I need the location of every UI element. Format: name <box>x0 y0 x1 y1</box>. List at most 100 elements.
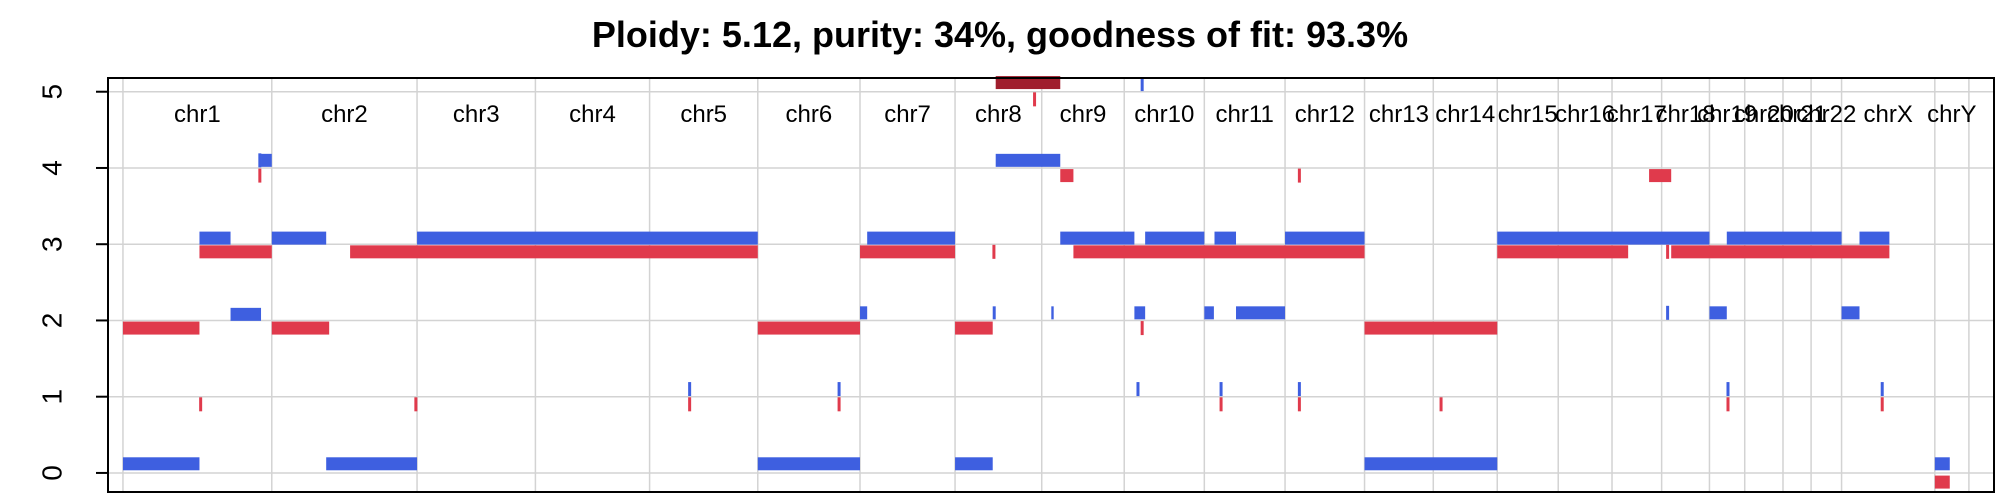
chromosome-label-chr11: chr11 <box>1216 101 1274 128</box>
chromosome-label-chr1: chr1 <box>174 101 221 128</box>
minor-spike-24 <box>1880 397 1884 412</box>
minor-spike-17 <box>1297 397 1301 412</box>
chromosome-label-chr4: chr4 <box>569 101 616 128</box>
minor-spike-7 <box>837 397 841 412</box>
major-segment-8 <box>860 306 868 320</box>
major-segment-7 <box>757 457 861 471</box>
major-segment-14 <box>1060 231 1135 245</box>
chromosome-label-chr3: chr3 <box>453 101 500 128</box>
major-segment-0 <box>122 457 200 471</box>
major-segment-10 <box>955 457 993 471</box>
major-segment-13 <box>1051 306 1054 320</box>
minor-segment-11 <box>1649 169 1672 183</box>
segments <box>122 76 1950 489</box>
minor-spike-3 <box>414 397 418 412</box>
minor-segment-8 <box>1073 245 1365 259</box>
chromosome-label-chr12: chr12 <box>1295 101 1355 128</box>
chromosome-label-chrY: chrY <box>1927 101 1976 128</box>
major-spike-21 <box>1726 382 1730 397</box>
major-segment-1 <box>199 231 231 245</box>
major-segment-26 <box>1859 231 1890 245</box>
plot-frame <box>107 77 1995 493</box>
chromosome-boundaries <box>122 78 1970 492</box>
minor-segment-5 <box>860 245 956 259</box>
y-tick-label-1: 1 <box>37 389 68 405</box>
major-spike-19 <box>1666 305 1670 320</box>
minor-spike-9 <box>1033 92 1037 107</box>
y-tick-label-2: 2 <box>37 313 68 329</box>
chromosome-label-chr10: chr10 <box>1134 101 1194 128</box>
chromosome-label-chr7: chr7 <box>884 101 931 128</box>
spikes <box>199 77 1884 412</box>
major-segment-2 <box>230 307 262 321</box>
minor-segment-3 <box>350 245 758 259</box>
major-spike-10 <box>1140 77 1144 92</box>
major-spike-13 <box>1219 382 1223 397</box>
y-tick-label-4: 4 <box>37 160 68 176</box>
minor-spike-1 <box>258 168 262 183</box>
minor-spike-8 <box>992 244 996 259</box>
major-segment-19 <box>1236 306 1286 320</box>
minor-spike-22 <box>1726 397 1730 412</box>
chromosome-label-chr18: chr18 <box>1656 101 1716 128</box>
minor-segment-6 <box>955 321 993 335</box>
y-tick-label-5: 5 <box>37 84 68 100</box>
chromosome-label-chr6: chr6 <box>786 101 833 128</box>
major-segment-25 <box>1841 306 1860 320</box>
chromosome-label-chr5: chr5 <box>680 101 727 128</box>
major-spike-11 <box>1136 382 1140 397</box>
major-spike-23 <box>1880 382 1884 397</box>
major-spike-16 <box>1297 382 1301 397</box>
minor-spike-2 <box>199 397 203 412</box>
major-segment-17 <box>1204 306 1214 320</box>
chromosome-label-chr8: chr8 <box>975 101 1022 128</box>
grid-lines <box>108 90 1994 474</box>
chromosome-label-chrX: chrX <box>1864 101 1913 128</box>
minor-segment-7 <box>1060 169 1074 183</box>
minor-segment-9 <box>1364 321 1498 335</box>
chromosome-label-chr21: chr21 <box>1767 101 1827 128</box>
chromosome-label-chr13: chr13 <box>1369 101 1429 128</box>
chromosome-label-chr17: chr17 <box>1607 101 1667 128</box>
major-spike-6 <box>837 382 841 397</box>
y-tick-label-3: 3 <box>37 236 68 252</box>
minor-segment-2 <box>271 321 330 335</box>
y-tick-label-0: 0 <box>37 465 68 481</box>
minor-spike-5 <box>688 397 692 412</box>
major-spike-0 <box>258 153 262 168</box>
minor-spike-18 <box>1439 397 1443 412</box>
minor-spike-12 <box>1140 321 1144 336</box>
major-segment-23 <box>1709 306 1727 320</box>
y-axis: 0 1 2 3 4 5 <box>37 84 108 481</box>
major-segment-3 <box>261 153 272 167</box>
major-segment-9 <box>867 231 956 245</box>
major-segment-24 <box>1726 231 1842 245</box>
major-segment-16 <box>1145 231 1205 245</box>
chromosome-label-chr14: chr14 <box>1435 101 1495 128</box>
chromosome-label-chr20: chr20 <box>1734 101 1794 128</box>
minor-segment-4 <box>757 321 861 335</box>
chromosome-label-chr2: chr2 <box>321 101 368 128</box>
minor-segment-10 <box>1497 245 1629 259</box>
chromosome-label-chr15: chr15 <box>1498 101 1558 128</box>
major-segment-12 <box>995 153 1061 167</box>
chromosome-labels: chr1 chr2 chr3 chr4 chr5 chr6 chr7 chr8 chr9 chr1… <box>174 101 1977 128</box>
chromosome-label-chr19: chr19 <box>1697 101 1757 128</box>
minor-segment-0 <box>122 321 200 335</box>
major-spike-4 <box>688 382 692 397</box>
chromosome-label-chr22: chr22 <box>1796 101 1856 128</box>
outlier-segment-0 <box>995 76 1061 90</box>
minor-segment-12 <box>1671 245 1890 259</box>
major-segment-11 <box>992 306 996 320</box>
major-segment-6 <box>417 231 758 245</box>
major-segment-15 <box>1134 306 1146 320</box>
chromosome-label-chr16: chr16 <box>1555 101 1615 128</box>
chromosome-label-chr9: chr9 <box>1060 101 1107 128</box>
chart-title: Ploidy: 5.12, purity: 34%, goodness of f… <box>591 14 1409 55</box>
major-segment-21 <box>1364 457 1498 471</box>
minor-spike-20 <box>1666 244 1670 259</box>
minor-spike-15 <box>1297 168 1301 183</box>
major-segment-5 <box>326 457 418 471</box>
minor-segment-1 <box>199 245 272 259</box>
